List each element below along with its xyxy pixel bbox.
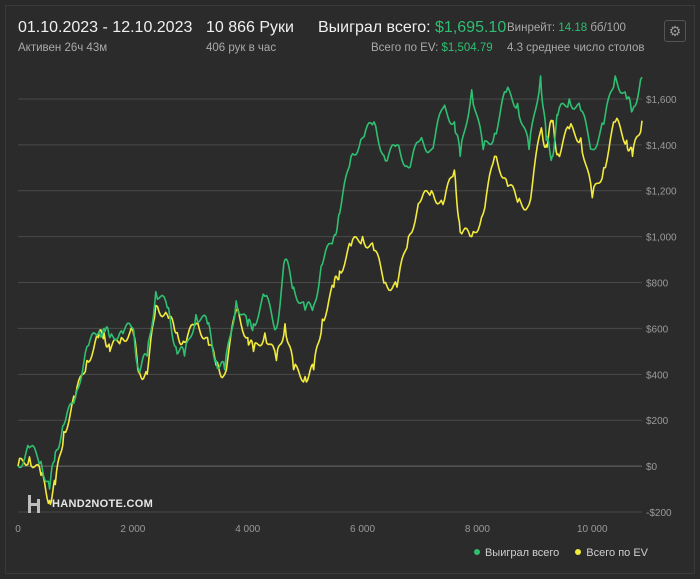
hands-count: 10 866 Руки [206, 19, 294, 36]
y-tick-label: $400 [646, 370, 669, 381]
hand2note-logo-text: HAND2NOTE.COM [52, 498, 154, 510]
y-tick-label: $800 [646, 279, 669, 290]
series-line-won [17, 75, 643, 490]
winrate-unit: бб/100 [590, 22, 626, 34]
y-tick-label: $600 [646, 324, 669, 335]
x-tick-label: 4 000 [235, 524, 260, 535]
hand2note-logo: HAND2NOTE.COM [28, 495, 153, 513]
legend-dot-won [473, 549, 480, 556]
legend-label-ev: Всего по EV [586, 547, 648, 559]
x-tick-label: 10 000 [577, 524, 608, 535]
won-total-value: $1,695.10 [435, 19, 507, 36]
y-tick-label: $1,400 [646, 141, 677, 152]
won-total-label: Выиграл всего: [318, 19, 431, 36]
profit-chart: -$200 $0 $200 $400 $600 $800 $1,000 $1,200 $1,40… [15, 75, 677, 535]
avg-tables: 4.3 среднее число столов [507, 42, 645, 54]
ev-total-value: $1,504.79 [441, 42, 493, 54]
settings-button[interactable]: ⚙ [664, 20, 686, 42]
legend-item-won[interactable]: Выиграл всего [473, 547, 560, 559]
won-total: Выиграл всего: $1,695.10 [318, 19, 506, 37]
x-tick-label: 0 [15, 524, 21, 535]
winrate-value: 14.18 [558, 22, 588, 34]
legend-dot-ev [575, 549, 582, 556]
gear-icon: ⚙ [668, 22, 682, 39]
y-tick-label: $1,600 [646, 95, 677, 106]
y-tick-label: $1,200 [646, 187, 677, 198]
x-tick-label: 6 000 [350, 524, 375, 535]
legend-item-ev[interactable]: Всего по EV [575, 547, 648, 559]
x-tick-label: 2 000 [120, 524, 145, 535]
graph-panel: 01.10.2023 - 12.10.2023 Активен 26ч 43м … [5, 5, 695, 574]
active-time: Активен 26ч 43м [18, 42, 108, 54]
date-range: 01.10.2023 - 12.10.2023 [18, 19, 193, 36]
ev-total-label: Всего по EV: [371, 42, 439, 54]
ev-total: Всего по EV: $1,504.79 [371, 42, 493, 54]
x-tick-label: 8 000 [465, 524, 490, 535]
legend-label-won: Выиграл всего [484, 547, 560, 559]
y-tick-label: $1,000 [646, 233, 677, 244]
y-tick-label: -$200 [646, 508, 672, 519]
y-tick-label: $200 [646, 416, 669, 427]
hands-per-hour: 406 рук в час [206, 42, 277, 54]
series-line-ev [17, 117, 643, 506]
winrate: Винрейт: 14.18 бб/100 [507, 22, 626, 34]
winrate-label: Винрейт: [507, 22, 556, 34]
hand2note-logo-icon [28, 495, 46, 513]
stats-header: 01.10.2023 - 12.10.2023 Активен 26ч 43м … [6, 6, 694, 66]
chart-legend: Выиграл всего Всего по EV [473, 547, 648, 559]
y-tick-label: $0 [646, 462, 658, 473]
